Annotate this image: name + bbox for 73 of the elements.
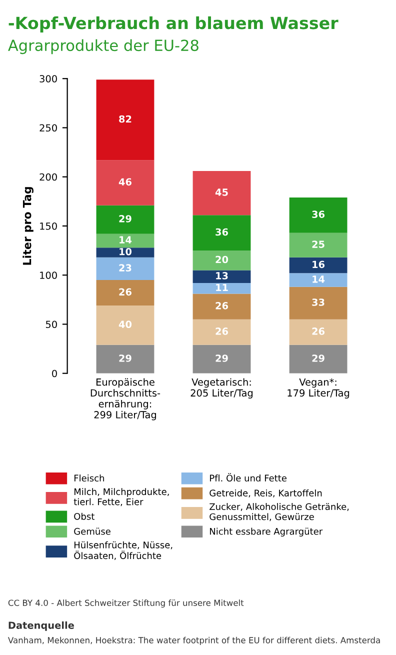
x-tick-label: Vegan*: 179 Liter/Tag [288,378,350,399]
legend-label: Fleisch [74,474,104,482]
data-label: 40 [118,320,132,328]
data-label: 16 [312,260,325,268]
data-label: 26 [216,328,228,335]
bar [289,344,348,374]
y-tick-label: 150 [40,222,57,230]
bar [289,286,348,320]
bar [96,80,154,160]
data-label: 26 [216,302,228,310]
x-tick-label: Vegetarisch: 205 Liter/Tag [190,378,253,399]
legend-label: Zucker, Alkoholische Getränke, Genussmittel, Gewürze [210,503,349,522]
legend-label: Getreide, Reis, Kartoffeln [210,489,322,498]
bar [96,306,154,345]
data-label: 10 [120,248,132,256]
data-label: 14 [120,236,132,244]
bar [192,319,251,345]
bar [96,234,154,248]
data-label: 29 [119,354,132,362]
bar [192,250,251,270]
y-tick-label: 100 [40,272,57,279]
y-tick-label: 250 [40,124,57,132]
chart-subtitle: Agrarprodukte der EU-28 [8,39,198,54]
text: Datenquelle [8,621,74,631]
y-tick-label: 300 [40,75,57,82]
legend-label: Nicht essbare Agrargüter [210,528,323,537]
data-label: 29 [216,354,228,362]
bar [192,215,251,251]
bar [96,248,154,258]
chart-title: -Kopf-Verbrauch an blauem Wasser [8,16,338,33]
bar [289,232,348,258]
bar [192,294,251,320]
bar [192,282,251,294]
text: Vanham, Mekonnen, Hoekstra: The water footprint of the EU for different diets. Amsterda [8,636,380,645]
bar [192,170,251,216]
data-label: 26 [119,288,132,296]
bar [96,257,154,280]
data-label: 25 [312,240,324,248]
legend-label: Obst [74,512,94,520]
bar [96,344,154,374]
data-label: 13 [216,272,228,280]
data-label: 46 [118,178,132,186]
bar [96,280,154,306]
data-label: 26 [312,328,325,335]
legend-label: Gemüse [74,528,110,535]
data-label: 29 [119,215,132,222]
y-tick-label: 0 [52,370,57,378]
bar [289,273,348,287]
x-tick-label: Europäische Durchschnitts- ernährung: 299 Liter/Tag [90,378,160,420]
bar [289,319,348,345]
y-tick-label: 200 [40,173,57,181]
data-label: 29 [312,354,324,362]
bar [96,205,154,234]
data-label: 20 [216,256,228,264]
data-label: 36 [312,210,325,218]
bar [289,257,348,274]
bar [289,197,348,233]
bar [96,160,154,206]
data-label: 11 [216,284,228,292]
legend-label: Milch, Milchprodukte, tierl. Fette, Eier [74,488,169,506]
y-tick-label: 50 [46,320,57,328]
data-label: 33 [312,298,324,306]
y-axis-title: Liter pro Tag [22,187,34,265]
bar [192,344,251,374]
data-label: 23 [119,264,132,272]
data-label: 14 [312,276,325,283]
legend-label: Pfl. Öle und Fette [210,473,286,482]
data-label: 36 [216,228,228,236]
data-label: 82 [119,115,132,123]
text: CC BY 4.0 - Albert Schweitzer Stiftung für unsere Mitwelt [8,600,244,608]
data-label: 45 [215,188,228,196]
legend-label: Hülsenfrüchte, Nüsse, Ölsaaten, Ölfrüchte [74,541,172,560]
bar [192,270,251,283]
